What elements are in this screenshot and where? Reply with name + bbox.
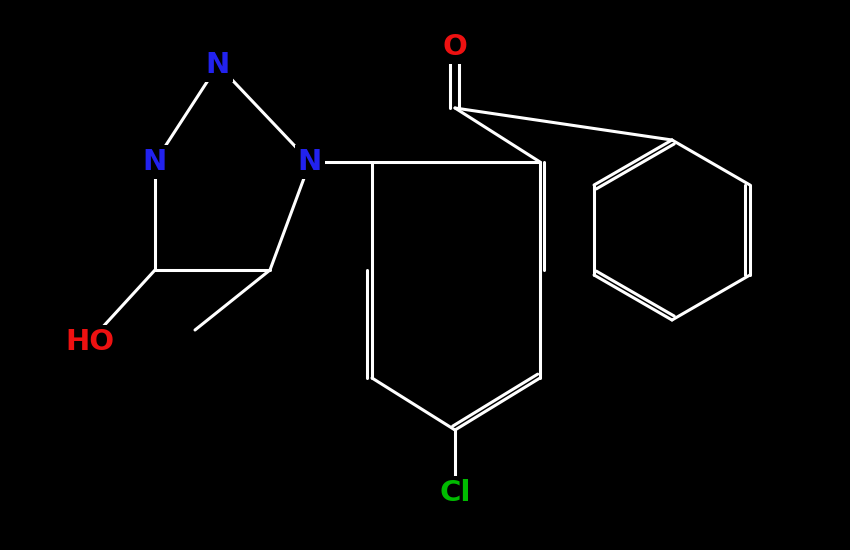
- Text: Cl: Cl: [439, 479, 471, 507]
- Text: N: N: [143, 148, 167, 176]
- Text: O: O: [443, 33, 468, 61]
- Text: N: N: [206, 51, 230, 79]
- Text: N: N: [298, 148, 322, 176]
- Text: HO: HO: [65, 328, 115, 356]
